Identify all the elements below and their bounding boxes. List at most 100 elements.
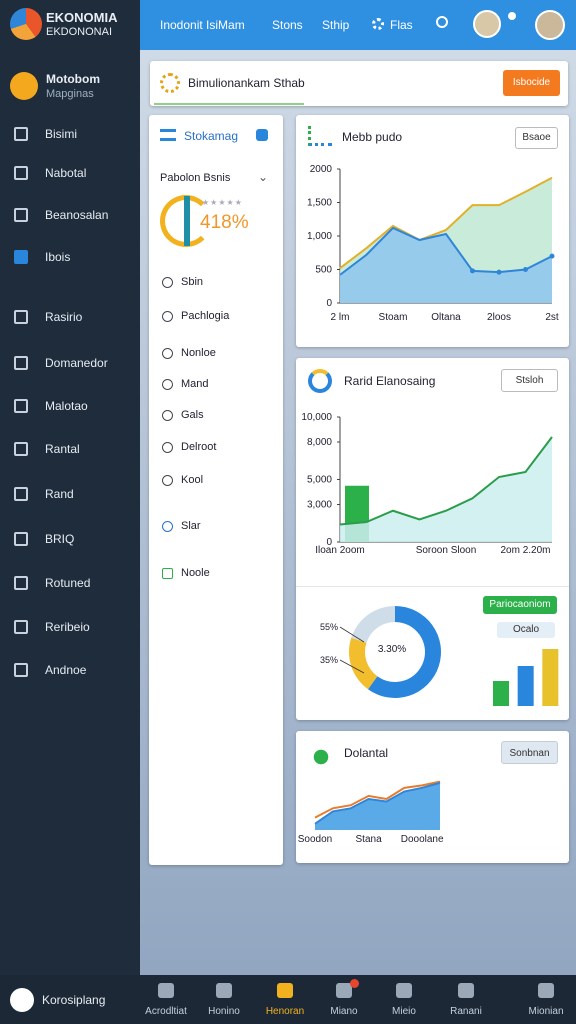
panel-icon — [160, 129, 176, 141]
panel-item[interactable]: Pachlogia — [162, 309, 272, 325]
nav-label: Acrodltiat — [145, 1006, 187, 1017]
panel-label: Sbin — [181, 276, 204, 288]
panel-label: Gals — [181, 409, 204, 421]
user-avatar[interactable] — [535, 10, 565, 40]
menu-icon — [14, 576, 28, 590]
nav-label: Miano — [330, 1006, 358, 1017]
nav-icon — [396, 983, 412, 998]
menu-label: Bisimi — [45, 127, 77, 141]
brand-name: EKONOMIA — [46, 10, 118, 25]
brand-sub: EKDONONAI — [46, 26, 113, 38]
menu-icon — [14, 250, 28, 264]
bar-label: Ocalo — [497, 622, 555, 638]
menu-item[interactable]: Reribeio — [14, 617, 134, 637]
nav-item[interactable]: Miano — [312, 975, 376, 1024]
panel-title: Stokamag — [184, 129, 239, 143]
menu-item[interactable]: Rotuned — [14, 573, 134, 593]
panel-item[interactable]: Nonloe — [162, 346, 272, 362]
panel-label: Nonloe — [181, 347, 216, 359]
header: Inodonit IsiMam Stons Sthip Flas — [140, 0, 576, 50]
menu-label: Rand — [45, 487, 74, 501]
card-icon — [308, 126, 332, 146]
card-dropdown[interactable]: Stsloh — [501, 369, 558, 392]
menu-label: Reribeio — [45, 620, 90, 634]
nav-item[interactable]: Mionian — [514, 975, 576, 1024]
menu-item[interactable]: Nabotal — [14, 163, 134, 183]
panel-section[interactable]: Pabolon Bsnis — [160, 172, 231, 184]
menu-item[interactable]: Rantal — [14, 439, 134, 459]
panel-item[interactable]: Gals — [162, 408, 272, 424]
user-avatar[interactable] — [473, 10, 501, 38]
nav-item[interactable]: Mieio — [372, 975, 436, 1024]
card-button[interactable]: Bsaoe — [515, 127, 558, 149]
card-icon — [309, 744, 333, 770]
menu-label: Rantal — [45, 442, 80, 456]
nav-badge — [350, 979, 359, 988]
panel-icon — [162, 521, 173, 532]
panel-item[interactable]: Delroot — [162, 440, 272, 456]
menu-icon — [14, 487, 28, 501]
panel-label: Pachlogia — [181, 310, 230, 322]
nav-label: Henoran — [265, 1006, 305, 1017]
nav-item[interactable]: Honino — [192, 975, 256, 1024]
banner: Bimulionankam Sthab Isbocide — [150, 61, 568, 106]
menu-icon — [14, 399, 28, 413]
profile-avatar — [10, 72, 38, 100]
menu-label: Rasirio — [45, 310, 83, 324]
panel-item[interactable]: Slar — [162, 519, 272, 535]
header-link[interactable]: Stons — [272, 18, 303, 32]
menu-label: Domanedor — [45, 356, 108, 370]
panel-item[interactable]: Mand — [162, 377, 272, 393]
search-icon[interactable] — [436, 16, 448, 28]
nav-item[interactable]: Acrodltiat — [134, 975, 198, 1024]
header-link[interactable]: Sthip — [322, 18, 350, 32]
banner-underline — [154, 103, 304, 105]
menu-icon — [14, 356, 28, 370]
gauge-stars: ★★★★★ — [202, 198, 243, 207]
menu-item[interactable]: BRIQ — [14, 529, 134, 549]
panel-icon — [162, 475, 173, 486]
nav-label: Mionian — [528, 1006, 564, 1017]
menu-item[interactable]: Ibois — [14, 247, 134, 267]
banner-icon — [160, 73, 180, 93]
panel-badge — [256, 129, 268, 141]
menu-item[interactable]: Domanedor — [14, 353, 134, 373]
gear-icon — [372, 18, 384, 30]
panel-label: Slar — [181, 520, 201, 532]
gauge-label: 418% — [200, 212, 249, 233]
header-title: Inodonit IsiMam — [160, 18, 245, 32]
menu-item[interactable]: Bisimi — [14, 124, 134, 144]
chart-card — [296, 115, 569, 347]
user-icon — [10, 988, 34, 1012]
panel-item[interactable]: Kool — [162, 473, 272, 489]
panel-icon — [162, 311, 173, 322]
card-title: Dolantal — [344, 746, 389, 760]
nav-item[interactable]: Henoran — [253, 975, 317, 1024]
menu-item[interactable]: Malotao — [14, 396, 134, 416]
panel-item[interactable]: Sbin — [162, 275, 272, 291]
panel-icon — [162, 348, 173, 359]
notify-dot — [508, 12, 516, 20]
nav-item[interactable]: Ranani — [434, 975, 498, 1024]
menu-item[interactable]: Rand — [14, 484, 134, 504]
banner-button[interactable]: Isbocide — [503, 70, 560, 96]
menu-item[interactable]: Beanosalan — [14, 205, 134, 225]
bottom-nav: Korosiplang Acrodltiat Honino Henoran Miano… — [0, 975, 576, 1024]
menu-label: Rotuned — [45, 576, 91, 590]
panel-item[interactable]: Noole — [162, 566, 272, 582]
card-button[interactable]: Sonbnan — [501, 741, 558, 764]
header-link[interactable]: Flas — [390, 18, 413, 32]
nav-icon — [538, 983, 554, 998]
chart-card — [296, 358, 569, 720]
menu-item[interactable]: Andnoe — [14, 660, 134, 680]
nav-user[interactable]: Korosiplang — [42, 993, 106, 1007]
menu-item[interactable]: Rasirio — [14, 307, 134, 327]
menu-label: BRIQ — [45, 532, 75, 546]
card-title: Mebb pudo — [342, 130, 403, 144]
card-button[interactable]: Pariocaoniom — [483, 596, 557, 614]
nav-icon — [216, 983, 232, 998]
chevron[interactable]: ⌄ — [258, 170, 269, 184]
panel-label: Kool — [181, 474, 204, 486]
menu-icon — [14, 442, 28, 456]
